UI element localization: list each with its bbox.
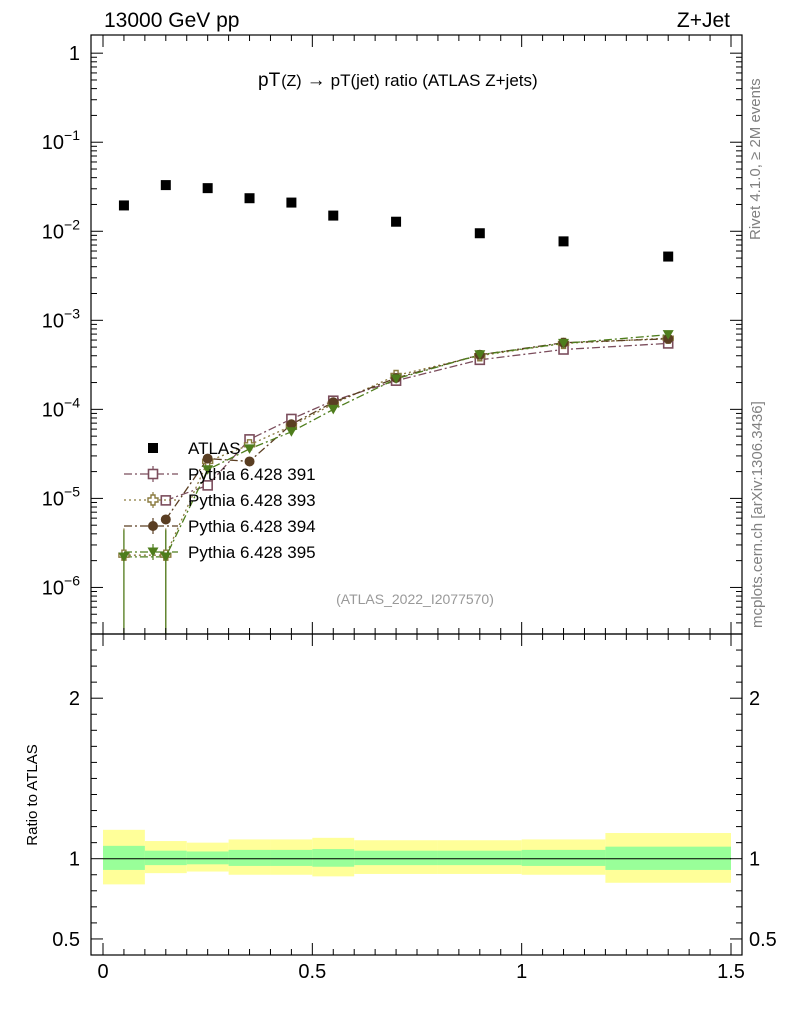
legend-label: ATLAS <box>188 439 241 458</box>
data-point-atlas <box>328 210 339 221</box>
data-point-pythia-6-428-394 <box>160 514 171 525</box>
data-point-pythia-6-428-395 <box>244 444 256 454</box>
title-z: (Z) <box>281 73 301 90</box>
data-point-pythia-6-428-395 <box>662 330 674 340</box>
x-tick-label: 1.5 <box>717 961 745 983</box>
ratio-band-inner <box>186 851 229 865</box>
ratio-band-inner <box>521 849 606 866</box>
data-point-pythia-6-428-395 <box>558 338 570 349</box>
data-point-atlas <box>474 228 485 239</box>
ratio-band-inner <box>354 850 438 866</box>
data-point-pythia-6-428-394 <box>328 397 339 408</box>
data-point-atlas <box>663 251 674 262</box>
ratio-band-inner <box>103 845 145 870</box>
data-point-pythia-6-428-395 <box>474 350 486 360</box>
data-point-atlas <box>286 197 297 208</box>
legend-label: Pythia 6.428 393 <box>188 491 316 510</box>
data-point-atlas <box>160 180 171 191</box>
data-point-pythia-6-428-395 <box>390 374 402 384</box>
ratio-band-inner <box>312 849 355 867</box>
legend-label: Pythia 6.428 395 <box>188 543 316 562</box>
rivet-label: Rivet 4.1.0, ≥ 2M events <box>747 78 764 240</box>
main-y-tick-label: 10−6 <box>42 572 80 599</box>
main-y-tick-label: 10−1 <box>42 127 80 154</box>
ratio-ylabel: Ratio to ATLAS <box>24 744 41 845</box>
main-y-tick-label: 10−5 <box>42 483 80 510</box>
ratio-band-inner <box>144 850 187 866</box>
data-point-pythia-6-428-391 <box>202 480 213 491</box>
data-point-pythia-6-428-394 <box>148 521 158 531</box>
data-point-pythia-6-428-395 <box>118 552 130 562</box>
chart-title: pT(Z) → pT(jet) ratio (ATLAS Z+jets) <box>258 70 538 91</box>
main-y-tick-label: 10−3 <box>42 305 80 332</box>
main-y-tick-label: 10−4 <box>42 394 80 421</box>
ratio-y-tick-label-right: 0.5 <box>749 929 777 951</box>
series-line-2 <box>123 337 669 556</box>
data-point-pythia-6-428-394 <box>202 453 213 464</box>
data-point-pythia-6-428-393 <box>147 494 159 506</box>
legend-label: Pythia 6.428 394 <box>188 517 316 536</box>
legend: ATLAS Pythia 6.428 391 Pythia 6.428 393 Pyt… <box>124 439 316 562</box>
x-tick-label: 0.5 <box>298 961 326 983</box>
data-point-pythia-6-428-394 <box>286 419 297 430</box>
mcplots-label: mcplots.cern.ch [arXiv:1306.3436] <box>749 401 766 628</box>
data-point-pythia-6-428-395 <box>147 547 159 557</box>
ratio-y-tick-label: 1 <box>69 849 80 871</box>
title-rest: pT(jet) ratio (ATLAS Z+jets) <box>331 71 538 90</box>
ratio-band-inner <box>270 849 313 866</box>
x-tick-label: 0 <box>97 961 108 983</box>
data-point-pythia-6-428-395 <box>327 404 339 415</box>
header-process: Z+Jet <box>677 9 730 32</box>
data-point-atlas <box>558 236 569 247</box>
data-point-pythia-6-428-395 <box>202 465 214 475</box>
ratio-y-tick-label-right: 1 <box>749 849 760 871</box>
x-tick-label: 1 <box>516 961 527 983</box>
header-energy: 13000 GeV pp <box>104 9 239 32</box>
ratio-band-inner <box>437 850 522 866</box>
main-panel: 1 10−1 10−2 10−3 10−4 10−5 10−6 <box>42 34 743 635</box>
ratio-y-tick-label: 2 <box>69 688 80 710</box>
ratio-band-inner <box>228 849 271 866</box>
ratio-y-tick-label: 0.5 <box>52 929 80 951</box>
main-y-tick-label: 1 <box>69 43 80 65</box>
ratio-frame <box>90 633 743 956</box>
data-point-pythia-6-428-395 <box>285 427 297 437</box>
data-point-atlas <box>244 193 255 204</box>
data-point-atlas <box>391 216 402 227</box>
data-point-atlas <box>148 443 158 453</box>
analysis-tag: (ATLAS_2022_I2077570) <box>336 591 494 607</box>
data-point-atlas <box>202 183 213 194</box>
title-pt: pT <box>258 70 281 91</box>
ratio-y-tick-label-right: 2 <box>749 688 760 710</box>
data-point-pythia-6-428-394 <box>244 456 255 467</box>
title-arrow: → <box>307 70 326 91</box>
data-point-pythia-6-428-391 <box>147 468 159 480</box>
main-y-tick-label: 10−2 <box>42 216 80 243</box>
legend-label: Pythia 6.428 391 <box>188 465 316 484</box>
data-point-atlas <box>118 200 129 211</box>
data-point-pythia-6-428-395 <box>160 552 172 562</box>
ratio-panel: 0.5 0.5 1 1 2 2 0 0.5 1 1.5 <box>52 633 777 983</box>
